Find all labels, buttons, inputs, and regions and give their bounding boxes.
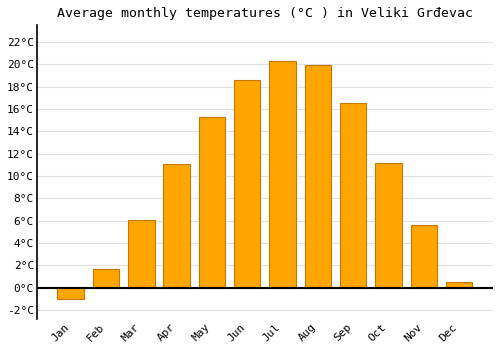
- Title: Average monthly temperatures (°C ) in Veliki Grđevac: Average monthly temperatures (°C ) in Ve…: [57, 7, 473, 20]
- Bar: [93, 269, 120, 288]
- Bar: [375, 163, 402, 288]
- Bar: [58, 288, 84, 299]
- Bar: [446, 282, 472, 288]
- Bar: [304, 65, 331, 288]
- Bar: [128, 219, 154, 288]
- Bar: [164, 164, 190, 288]
- Bar: [234, 80, 260, 288]
- Bar: [198, 117, 225, 288]
- Bar: [270, 61, 296, 288]
- Bar: [340, 103, 366, 288]
- Bar: [410, 225, 437, 288]
